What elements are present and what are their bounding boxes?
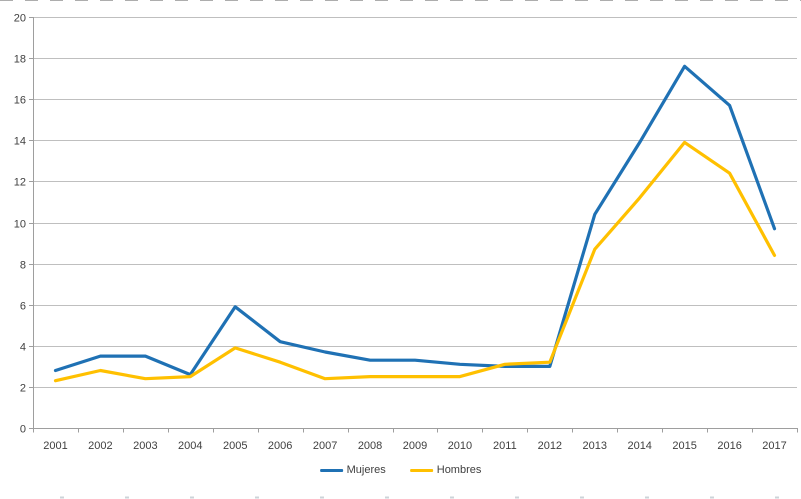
x-tick-label: 2006 xyxy=(268,440,292,452)
y-tick-label: 16 xyxy=(14,95,26,107)
y-tick-label: 2 xyxy=(20,383,26,395)
x-tick-label: 2009 xyxy=(403,440,427,452)
series-line-hombres xyxy=(53,140,777,383)
x-tick-label: 2007 xyxy=(313,440,337,452)
x-tick-label: 2001 xyxy=(43,440,67,452)
y-tick-label: 20 xyxy=(14,13,26,25)
y-tick-label: 10 xyxy=(14,219,26,231)
legend-item-hombres: Hombres xyxy=(409,464,482,476)
legend-label-hombres: Hombres xyxy=(436,464,482,476)
y-tick-label: 8 xyxy=(20,260,26,272)
series-line-mujeres xyxy=(53,64,777,377)
x-tick-label: 2017 xyxy=(762,440,786,452)
y-tick-label: 12 xyxy=(14,177,26,189)
x-tick-label: 2010 xyxy=(448,440,472,452)
legend-item-mujeres: Mujeres xyxy=(319,464,386,476)
y-tick-label: 18 xyxy=(14,54,26,66)
y-tick-label: 6 xyxy=(20,301,26,313)
chart-legend: Mujeres Hombres xyxy=(319,464,482,476)
x-tick-label: 2016 xyxy=(717,440,741,452)
x-tick-label: 2005 xyxy=(223,440,247,452)
x-tick-label: 2008 xyxy=(358,440,382,452)
x-tick-label: 2002 xyxy=(88,440,112,452)
x-tick-label: 2011 xyxy=(493,440,517,452)
legend-label-mujeres: Mujeres xyxy=(346,464,386,476)
x-tick-label: 2014 xyxy=(627,440,651,452)
x-tick-label: 2015 xyxy=(672,440,696,452)
y-tick-label: 4 xyxy=(20,342,26,354)
mujeres-line-swatch xyxy=(319,468,343,472)
x-tick-label: 2004 xyxy=(178,440,202,452)
y-tick-label: 0 xyxy=(20,424,26,436)
hombres-line-swatch xyxy=(409,468,433,472)
x-tick-label: 2012 xyxy=(538,440,562,452)
x-tick-label: 2013 xyxy=(583,440,607,452)
y-tick-label: 14 xyxy=(14,136,26,148)
x-tick-label: 2003 xyxy=(133,440,157,452)
